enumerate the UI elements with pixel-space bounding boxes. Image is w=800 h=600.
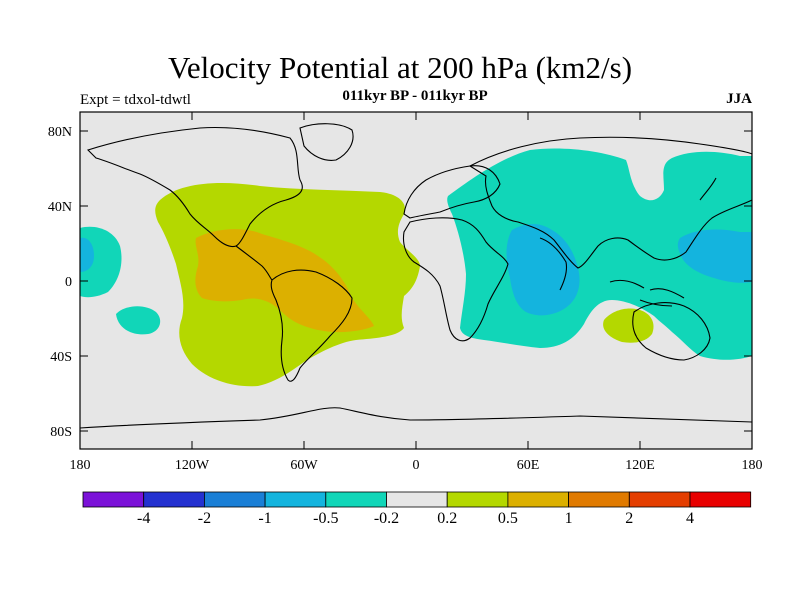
colorbar-label: 2: [625, 510, 633, 527]
season-label: JJA: [726, 91, 752, 107]
colorbar-label: 1: [565, 510, 573, 527]
lon-label-60w: 60W: [290, 458, 318, 473]
lon-axis: [191, 112, 641, 449]
colorbar-label: -2: [198, 510, 211, 527]
colorbar-swatch: [446, 491, 509, 508]
lat-axis: [80, 130, 752, 432]
lon-label-0: 0: [413, 458, 420, 473]
experiment-label: Expt = tdxol-tdwtl: [80, 92, 191, 108]
lon-label-180e: 180: [742, 458, 763, 473]
contour-negative-0p5-indian: [506, 224, 580, 316]
lon-label-120e: 120E: [625, 458, 655, 473]
lat-label-40s: 40S: [50, 350, 72, 365]
lat-label-80n: 80N: [48, 125, 72, 140]
lon-label-60e: 60E: [517, 458, 540, 473]
colorbar-label: -4: [137, 510, 150, 527]
colorbar-label: 0.5: [498, 510, 518, 527]
colorbar-label: -0.2: [374, 510, 399, 527]
lon-label-180w: 180: [70, 458, 91, 473]
colorbar-swatch: [143, 491, 205, 508]
lat-label-80s: 80S: [50, 425, 72, 440]
colorbar-swatch: [568, 491, 630, 508]
colorbar-swatch: [82, 491, 145, 508]
colorbar-swatch: [325, 491, 387, 508]
colorbar-label: -0.5: [313, 510, 338, 527]
contour-negative-0p2-south-pacific: [116, 306, 161, 335]
map-title: Velocity Potential at 200 hPa (km2/s): [167, 50, 633, 85]
lat-label-0: 0: [65, 275, 72, 290]
contour-positive-0p2-indian: [603, 308, 654, 343]
contour-negative-0p5-pacific: [677, 229, 752, 283]
lon-label-120w: 120W: [175, 458, 210, 473]
colorbar-label: 0.2: [437, 510, 457, 527]
contour-positive-0p5-core: [195, 229, 374, 333]
colorbar-swatch: [386, 491, 448, 508]
colorbar-label: -1: [258, 510, 271, 527]
colorbar-swatch: [689, 491, 752, 508]
colorbar-label: 4: [686, 510, 694, 527]
map-subtitle: 011kyr BP - 011kyr BP: [342, 88, 488, 104]
colorbar-swatch: [203, 491, 266, 508]
colorbar: -4 -2 -1 -0.5 -0.2 0.2 0.5 1 2 4: [82, 491, 752, 527]
contour-negative-0p5-west-edge: [80, 237, 94, 272]
colorbar-swatch: [507, 491, 569, 508]
coastlines: [80, 123, 752, 429]
colorbar-swatch: [628, 491, 691, 508]
colorbar-swatch: [264, 491, 327, 508]
map-plot-area: [80, 112, 752, 449]
lat-label-40n: 40N: [48, 200, 72, 215]
